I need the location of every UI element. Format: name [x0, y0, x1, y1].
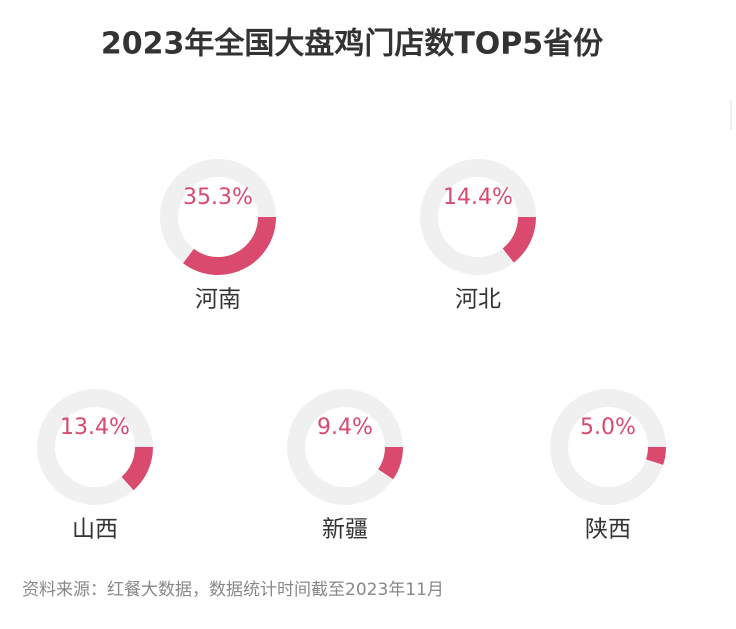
category-label: 河北 [455, 287, 501, 313]
source-note: 资料来源：红餐大数据，数据统计时间截至2023年11月 [22, 580, 444, 600]
category-label: 陕西 [585, 517, 631, 543]
value-label: 5.0% [580, 415, 636, 440]
category-label: 山西 [72, 517, 118, 543]
category-label: 新疆 [322, 517, 368, 543]
donut-arc [377, 446, 403, 480]
value-label: 9.4% [317, 415, 373, 440]
donut-arc [121, 446, 153, 491]
donut-arc [645, 446, 666, 465]
value-label: 35.3% [183, 185, 253, 210]
donut-arc [183, 216, 276, 275]
donut-arc [502, 216, 536, 263]
value-label: 14.4% [443, 185, 513, 210]
category-label: 河南 [195, 287, 241, 313]
chart-title: 2023年全国大盘鸡门店数TOP5省份 [101, 27, 603, 62]
value-label: 13.4% [60, 415, 130, 440]
